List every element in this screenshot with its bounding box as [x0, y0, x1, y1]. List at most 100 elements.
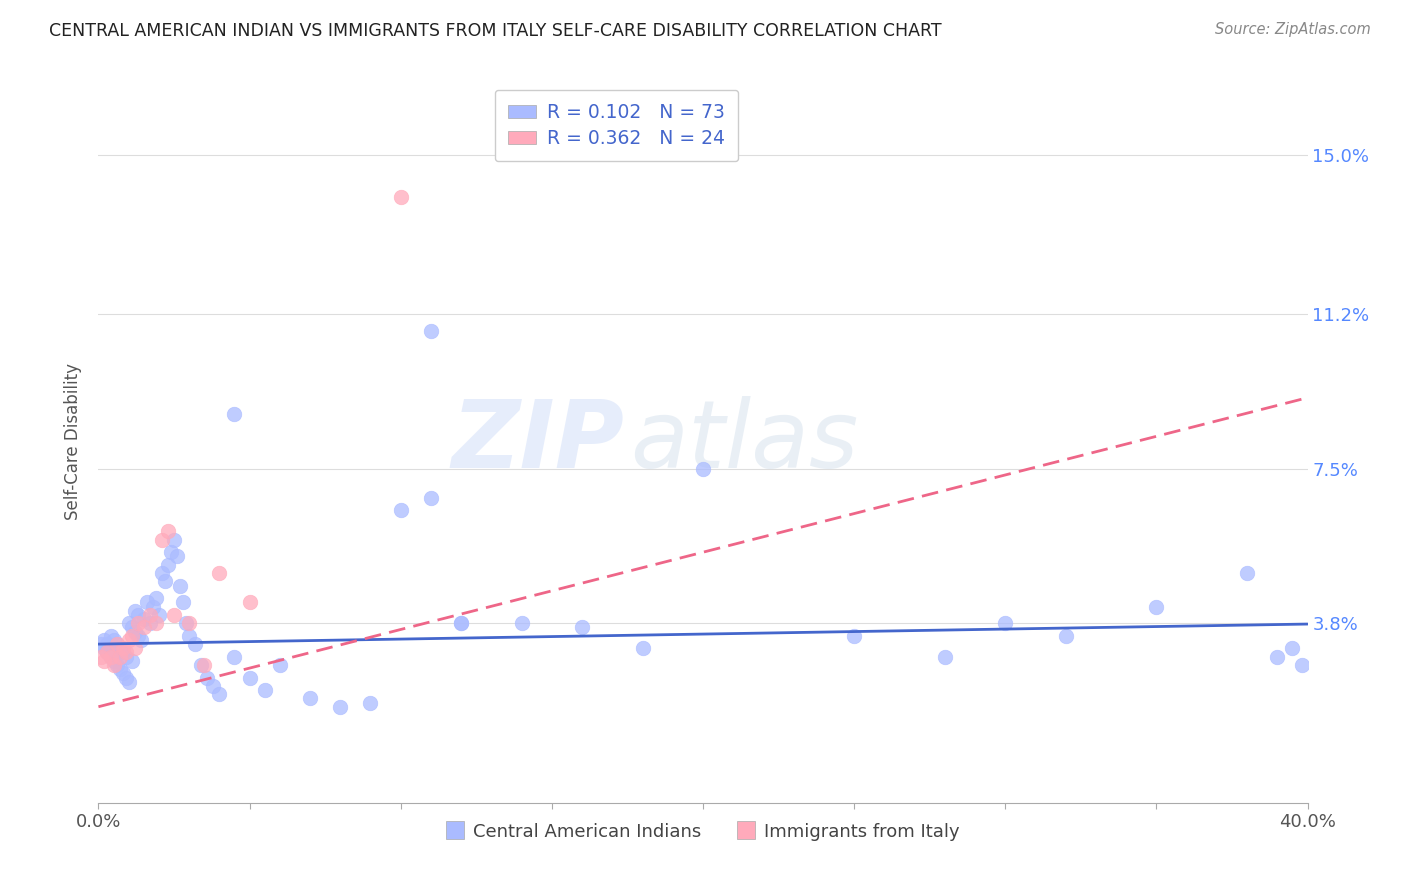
- Point: [571, 620, 593, 634]
- Point: [105, 657, 128, 672]
- Point: [389, 503, 412, 517]
- Point: [389, 190, 412, 204]
- Point: [692, 461, 714, 475]
- Point: [114, 645, 136, 659]
- Text: Source: ZipAtlas.com: Source: ZipAtlas.com: [1215, 22, 1371, 37]
- Point: [135, 595, 157, 609]
- Point: [118, 616, 141, 631]
- Point: [96, 645, 118, 659]
- Point: [160, 545, 183, 559]
- Point: [103, 632, 125, 647]
- Point: [1267, 649, 1289, 664]
- Text: atlas: atlas: [630, 396, 859, 487]
- Point: [124, 604, 146, 618]
- Point: [103, 654, 125, 668]
- Point: [111, 645, 134, 659]
- Point: [103, 657, 125, 672]
- Point: [114, 671, 136, 685]
- Point: [1054, 629, 1077, 643]
- Point: [1291, 657, 1313, 672]
- Point: [96, 637, 118, 651]
- Point: [150, 566, 173, 580]
- Point: [139, 616, 162, 631]
- Point: [132, 612, 155, 626]
- Point: [239, 671, 262, 685]
- Legend: Central American Indians, Immigrants from Italy: Central American Indians, Immigrants fro…: [439, 815, 967, 848]
- Point: [934, 649, 956, 664]
- Point: [129, 632, 152, 647]
- Point: [420, 491, 443, 505]
- Point: [100, 649, 122, 664]
- Point: [166, 549, 188, 564]
- Point: [156, 524, 179, 539]
- Point: [224, 408, 246, 422]
- Point: [127, 629, 149, 643]
- Point: [299, 691, 322, 706]
- Point: [90, 637, 112, 651]
- Point: [127, 607, 149, 622]
- Point: [174, 616, 197, 631]
- Point: [1144, 599, 1167, 614]
- Point: [118, 674, 141, 689]
- Point: [156, 558, 179, 572]
- Point: [90, 649, 112, 664]
- Point: [121, 654, 143, 668]
- Point: [224, 649, 246, 664]
- Point: [145, 591, 167, 606]
- Point: [1236, 566, 1258, 580]
- Point: [111, 666, 134, 681]
- Point: [148, 607, 170, 622]
- Point: [208, 687, 231, 701]
- Point: [93, 641, 115, 656]
- Point: [108, 649, 131, 664]
- Point: [111, 641, 134, 656]
- Point: [163, 607, 186, 622]
- Point: [108, 662, 131, 676]
- Point: [127, 616, 149, 631]
- Point: [100, 629, 122, 643]
- Point: [239, 595, 262, 609]
- Point: [450, 616, 472, 631]
- Point: [105, 637, 128, 651]
- Point: [329, 699, 352, 714]
- Text: ZIP: ZIP: [451, 395, 624, 488]
- Point: [190, 657, 212, 672]
- Point: [269, 657, 291, 672]
- Point: [124, 624, 146, 639]
- Point: [105, 637, 128, 651]
- Point: [179, 616, 201, 631]
- Point: [631, 641, 654, 656]
- Point: [510, 616, 533, 631]
- Point: [844, 629, 866, 643]
- Point: [139, 607, 162, 622]
- Point: [145, 616, 167, 631]
- Point: [179, 629, 201, 643]
- Point: [108, 641, 131, 656]
- Point: [420, 324, 443, 338]
- Point: [100, 649, 122, 664]
- Point: [994, 616, 1017, 631]
- Point: [195, 671, 218, 685]
- Point: [132, 620, 155, 634]
- Y-axis label: Self-Care Disability: Self-Care Disability: [65, 363, 83, 520]
- Point: [121, 629, 143, 643]
- Point: [93, 654, 115, 668]
- Point: [450, 616, 472, 631]
- Point: [153, 574, 176, 589]
- Point: [253, 683, 276, 698]
- Point: [96, 645, 118, 659]
- Point: [360, 696, 382, 710]
- Text: CENTRAL AMERICAN INDIAN VS IMMIGRANTS FROM ITALY SELF-CARE DISABILITY CORRELATIO: CENTRAL AMERICAN INDIAN VS IMMIGRANTS FR…: [49, 22, 942, 40]
- Point: [163, 533, 186, 547]
- Point: [184, 637, 207, 651]
- Point: [208, 566, 231, 580]
- Point: [142, 599, 165, 614]
- Point: [124, 641, 146, 656]
- Point: [193, 657, 215, 672]
- Point: [121, 620, 143, 634]
- Point: [1281, 641, 1303, 656]
- Point: [118, 632, 141, 647]
- Point: [172, 595, 194, 609]
- Point: [114, 649, 136, 664]
- Point: [93, 632, 115, 647]
